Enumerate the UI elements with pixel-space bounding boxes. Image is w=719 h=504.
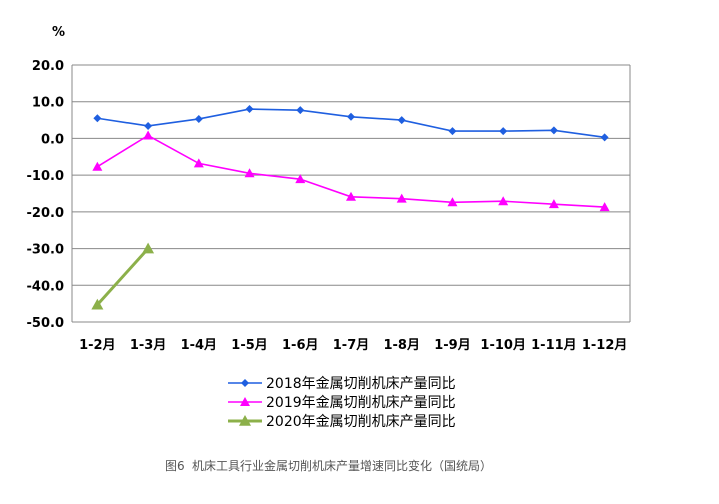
data-point (142, 242, 155, 254)
data-point (245, 105, 254, 114)
series-group (91, 105, 610, 310)
data-point (143, 130, 154, 140)
x-tick-label: 1-11月 (531, 338, 577, 353)
legend-label: 2020年金属切削机床产量同比 (266, 414, 456, 430)
series-2 (92, 130, 610, 212)
x-tick-label: 1-4月 (181, 338, 218, 353)
data-point (346, 191, 356, 201)
data-point (599, 202, 610, 212)
legend-label: 2018年金属切削机床产量同比 (266, 376, 456, 392)
x-tick-label: 1-5月 (231, 338, 268, 353)
y-tick-label: 0.0 (41, 132, 64, 147)
data-point (194, 114, 203, 123)
data-point (447, 197, 458, 207)
data-point (241, 379, 249, 387)
legend-item: 2018年金属切削机床产量同比 (228, 376, 456, 392)
data-point (193, 158, 204, 168)
data-point (91, 298, 104, 310)
data-point (240, 397, 250, 406)
legend: 2018年金属切削机床产量同比 2019年金属切削机床产量同比 2020年金属切削机… (228, 376, 456, 430)
data-point (295, 174, 306, 184)
legend-item: 2019年金属切削机床产量同比 (228, 395, 456, 411)
data-point (397, 116, 406, 125)
y-tick-label: -10.0 (27, 169, 64, 184)
x-tick-label: 1-12月 (582, 338, 628, 353)
data-point (239, 415, 251, 426)
y-tick-label: 10.0 (32, 96, 64, 111)
data-point (499, 127, 508, 136)
legend-label: 2019年金属切削机床产量同比 (266, 395, 456, 411)
series-line (96, 247, 150, 306)
data-point (347, 112, 355, 121)
y-tick-label: -30.0 (27, 243, 64, 258)
y-tick-label: -40.0 (27, 279, 64, 294)
x-tick-label: 1-7月 (333, 338, 370, 353)
data-point (396, 193, 407, 203)
series-1 (93, 105, 609, 142)
data-point (144, 121, 153, 130)
data-point (548, 199, 559, 209)
figure-caption: 图6 机床工具行业金属切削机床产量增速同比变化（国统局） (165, 458, 492, 473)
x-tick-label: 1-6月 (282, 338, 319, 353)
x-axis-ticks: 1-2月 1-3月 1-4月 1-5月 1-6月 1-7月 1-8月 1-9月 1-10月 1-1… (79, 338, 627, 353)
data-point (92, 161, 103, 171)
data-point (296, 106, 305, 115)
grid-lines (71, 64, 631, 323)
series-3 (91, 242, 155, 310)
y-tick-label: -50.0 (27, 316, 64, 331)
y-axis-ticks: 20.0 10.0 0.0 -10.0 -20.0 -30.0 -40.0 -50.0 (27, 59, 64, 331)
x-tick-label: 1-2月 (79, 338, 116, 353)
x-tick-label: 1-9月 (434, 338, 471, 353)
unit-label: % (52, 25, 65, 40)
data-point (498, 196, 509, 206)
data-point (448, 127, 457, 136)
data-point (600, 133, 609, 142)
x-tick-label: 1-8月 (383, 338, 420, 353)
caption-text: 机床工具行业金属切削机床产量增速同比变化（国统局） (192, 458, 492, 473)
data-point (549, 126, 558, 135)
x-tick-label: 1-10月 (480, 338, 526, 353)
y-tick-label: 20.0 (32, 59, 64, 74)
data-point (93, 114, 102, 123)
data-point (244, 168, 255, 178)
legend-item: 2020年金属切削机床产量同比 (228, 414, 456, 430)
y-tick-label: -20.0 (27, 206, 64, 221)
caption-figure-no: 图6 (165, 459, 185, 473)
x-tick-label: 1-3月 (130, 338, 167, 353)
